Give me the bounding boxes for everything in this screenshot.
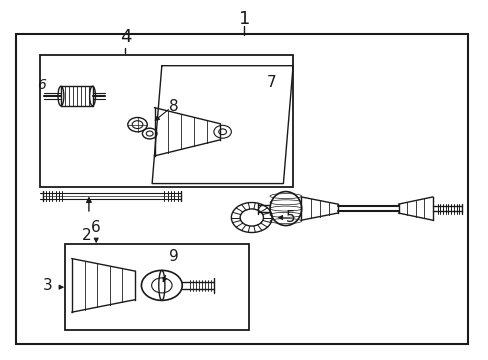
Text: 4: 4 xyxy=(120,28,131,46)
Text: 1: 1 xyxy=(238,10,250,28)
Text: 3: 3 xyxy=(42,278,52,293)
Bar xyxy=(40,55,292,187)
Text: 9: 9 xyxy=(169,249,179,264)
Text: 2: 2 xyxy=(81,228,91,243)
Text: 6: 6 xyxy=(37,78,45,92)
Bar xyxy=(64,244,249,330)
Text: 5: 5 xyxy=(285,210,295,225)
Text: 7: 7 xyxy=(266,75,275,90)
Bar xyxy=(16,33,467,344)
Text: 8: 8 xyxy=(169,99,179,114)
Text: 6: 6 xyxy=(91,220,101,235)
